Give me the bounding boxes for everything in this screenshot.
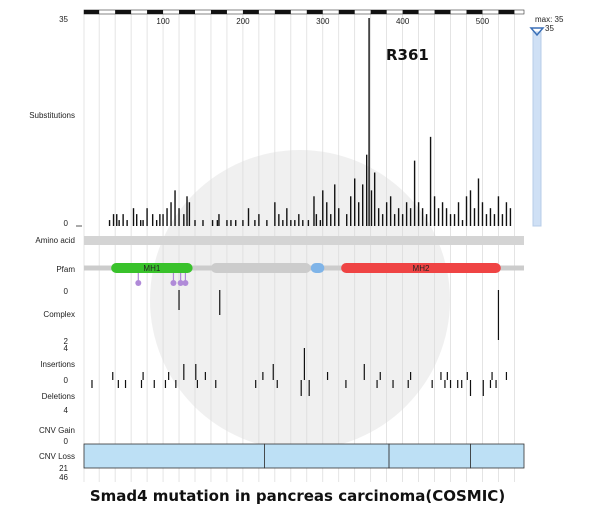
subs-ytick-max: 35 bbox=[59, 15, 68, 24]
cnv-loss-block bbox=[470, 443, 525, 469]
pfam-domain bbox=[111, 263, 193, 273]
ruler-segment bbox=[498, 10, 515, 14]
pfam-track: MH1 MH2 bbox=[84, 263, 524, 286]
x-tick-label: 100 bbox=[156, 17, 170, 26]
figure-caption: Smad4 mutation in pancreas carcinoma(COS… bbox=[89, 487, 506, 505]
pfam-marker bbox=[170, 280, 177, 286]
cnv-loss-blocks bbox=[83, 443, 525, 469]
complex-ytick-bottom: 2 bbox=[64, 337, 69, 346]
pfam-marker bbox=[177, 280, 184, 286]
ruler-segment bbox=[242, 10, 259, 14]
x-tick-label: 500 bbox=[476, 17, 490, 26]
cnv-loss-tick-2: 46 bbox=[59, 473, 68, 482]
indel-ytick-top: 4 bbox=[64, 344, 69, 353]
slider-handle-icon[interactable] bbox=[529, 27, 545, 37]
column-grid bbox=[83, 14, 515, 482]
ruler-segment bbox=[434, 10, 451, 14]
ruler-segment bbox=[179, 10, 195, 14]
amino-acid-label: Amino acid bbox=[35, 236, 75, 245]
slider-track[interactable] bbox=[532, 31, 542, 227]
cnv-loss-label: CNV Loss bbox=[39, 452, 75, 461]
ruler-segment bbox=[338, 10, 355, 14]
indel-ytick-mid: 0 bbox=[64, 376, 69, 385]
pfam-domain-label: MH2 bbox=[413, 264, 430, 273]
pfam-domain bbox=[341, 263, 501, 273]
cnv-loss-block bbox=[83, 443, 265, 469]
ruler-segment bbox=[370, 10, 387, 14]
subs-ytick-min: 0 bbox=[64, 219, 69, 228]
complex-label: Complex bbox=[43, 310, 75, 319]
indel-bars bbox=[91, 348, 508, 396]
insertions-label: Insertions bbox=[40, 360, 75, 369]
cnv-gain-label: CNV Gain bbox=[39, 426, 75, 435]
ruler-segment bbox=[466, 10, 483, 14]
slider-value-label: 35 bbox=[545, 24, 554, 33]
indel-ytick-bottom: 4 bbox=[64, 406, 69, 415]
pfam-label: Pfam bbox=[56, 265, 75, 274]
pfam-marker bbox=[135, 280, 142, 286]
range-slider[interactable]: max: 35 35 bbox=[529, 15, 564, 227]
slider-max-label: max: 35 bbox=[535, 15, 564, 24]
x-tick-label: 300 bbox=[316, 17, 330, 26]
x-tick-labels: 100 200 300 400 500 bbox=[156, 17, 489, 26]
amino-acid-track bbox=[84, 236, 524, 245]
pfam-domain-label: MH1 bbox=[143, 264, 160, 273]
ruler-segment bbox=[84, 10, 100, 14]
annotation-label: R361 bbox=[386, 46, 429, 64]
pfam-domain bbox=[310, 263, 325, 273]
ruler-segment bbox=[210, 10, 227, 14]
x-tick-label: 400 bbox=[396, 17, 410, 26]
cnv-loss-block bbox=[388, 443, 471, 469]
pfam-domain bbox=[210, 263, 311, 273]
position-ruler bbox=[83, 9, 525, 15]
deletions-label: Deletions bbox=[42, 392, 75, 401]
ruler-segment bbox=[115, 10, 132, 14]
cnv-loss-tick-1: 21 bbox=[59, 464, 68, 473]
substitutions-label: Substitutions bbox=[29, 111, 75, 120]
pfam-marker bbox=[182, 280, 189, 286]
complex-bars bbox=[178, 290, 500, 340]
ruler-segment bbox=[274, 10, 291, 14]
ruler-segment bbox=[147, 10, 164, 14]
cnv-gain-tick: 0 bbox=[64, 437, 69, 446]
x-tick-label: 200 bbox=[236, 17, 250, 26]
ruler-segment bbox=[402, 10, 419, 14]
substitution-bars bbox=[108, 18, 512, 226]
ruler-segment bbox=[306, 10, 323, 14]
complex-ytick-top: 0 bbox=[64, 287, 69, 296]
cnv-loss-block bbox=[264, 443, 390, 469]
